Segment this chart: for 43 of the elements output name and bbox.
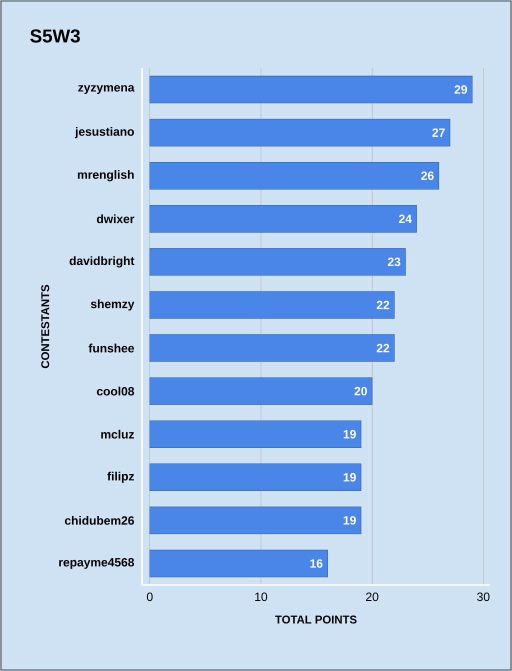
bar	[150, 205, 417, 233]
data-label: 19	[344, 473, 356, 482]
y-tick-label: zyzymena	[78, 85, 135, 94]
data-label: 20	[354, 386, 367, 396]
bar	[150, 162, 440, 190]
y-tick-label: filipz	[107, 472, 134, 483]
x-tick-label: 20	[366, 592, 378, 602]
data-label: 24	[398, 214, 412, 223]
y-axis-title: CONTESTANTS	[41, 284, 50, 368]
y-tick-label: dwixer	[96, 214, 134, 224]
bar	[150, 550, 328, 578]
chart-title: S5W3	[30, 29, 80, 43]
y-tick-label: mrenglish	[78, 170, 134, 182]
bar	[150, 464, 362, 492]
x-axis-title: TOTAL POINTS	[275, 616, 357, 624]
data-label: 22	[376, 344, 390, 352]
bar	[150, 291, 395, 319]
y-tick-label: shemzy	[90, 299, 134, 311]
data-label: 19	[344, 430, 356, 438]
y-tick-label: funshee	[88, 344, 134, 352]
y-tick-label: mcluz	[101, 430, 134, 439]
data-label: 23	[388, 258, 400, 266]
data-label: 22	[376, 300, 390, 310]
y-tick-label: davidbright	[70, 256, 134, 268]
y-tick-label: cool08	[96, 386, 134, 396]
bar	[150, 248, 406, 276]
x-tick-label: 0	[146, 592, 153, 602]
bar	[150, 420, 362, 448]
data-label: 29	[454, 85, 468, 94]
y-tick-label: repayme4568	[59, 558, 134, 569]
data-label: 27	[432, 128, 445, 137]
bar	[150, 76, 472, 104]
bar	[150, 506, 362, 534]
y-tick-label: chidubem26	[64, 516, 134, 525]
y-tick-label: jesustiano	[74, 127, 134, 138]
bar	[150, 334, 395, 362]
bar	[150, 377, 372, 405]
x-tick-label: 30	[477, 592, 490, 602]
data-label: 26	[421, 171, 434, 180]
data-label: 19	[344, 516, 356, 525]
bar	[150, 118, 450, 146]
x-tick-label: 10	[255, 592, 268, 602]
data-label: 16	[310, 559, 323, 568]
